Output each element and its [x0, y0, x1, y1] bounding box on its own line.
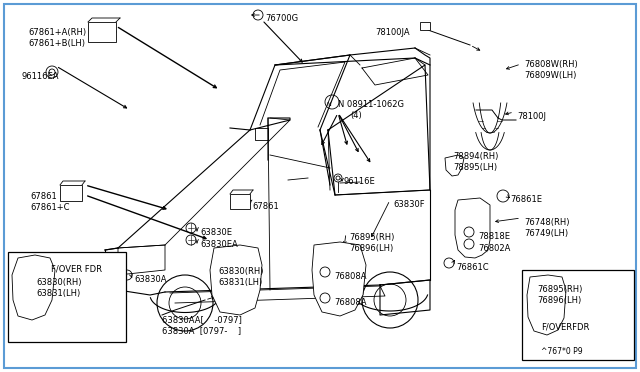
- Text: 78894(RH): 78894(RH): [453, 152, 499, 161]
- Text: 76749(LH): 76749(LH): [524, 229, 568, 238]
- Text: 67861+C: 67861+C: [30, 203, 70, 212]
- Text: 63830AA[    -0797]: 63830AA[ -0797]: [162, 315, 242, 324]
- Text: 63831(LH): 63831(LH): [36, 289, 80, 298]
- Text: 76895(RH): 76895(RH): [537, 285, 582, 294]
- Text: 76896(LH): 76896(LH): [349, 244, 393, 253]
- Text: 63830F: 63830F: [393, 200, 424, 209]
- Text: 63830(RH): 63830(RH): [36, 278, 81, 287]
- Text: 63831(LH): 63831(LH): [218, 278, 262, 287]
- Polygon shape: [455, 198, 490, 258]
- Polygon shape: [445, 155, 464, 176]
- Text: 76808A: 76808A: [334, 298, 367, 307]
- Text: 76861C: 76861C: [456, 263, 488, 272]
- Text: 63830E: 63830E: [200, 228, 232, 237]
- Text: 78100J: 78100J: [517, 112, 546, 121]
- Text: 63830A  [0797-    ]: 63830A [0797- ]: [162, 326, 241, 335]
- Text: F/OVERFDR: F/OVERFDR: [541, 322, 589, 331]
- Text: 76808A: 76808A: [334, 272, 367, 281]
- Text: 76895(RH): 76895(RH): [349, 233, 394, 242]
- Text: 76809W(LH): 76809W(LH): [524, 71, 577, 80]
- Bar: [88, 22, 116, 42]
- Text: 63830EA: 63830EA: [200, 240, 237, 249]
- Bar: [230, 194, 250, 209]
- Text: ^767*0 P9: ^767*0 P9: [541, 347, 582, 356]
- Text: 67861: 67861: [30, 192, 57, 201]
- Text: 96116EA: 96116EA: [22, 72, 60, 81]
- Text: 76802A: 76802A: [478, 244, 510, 253]
- Text: 76748(RH): 76748(RH): [524, 218, 570, 227]
- Text: 67861+A(RH): 67861+A(RH): [28, 28, 86, 37]
- Text: 96116E: 96116E: [344, 177, 376, 186]
- Text: 67861: 67861: [252, 202, 279, 211]
- Text: 76896(LH): 76896(LH): [537, 296, 581, 305]
- Text: N: N: [326, 102, 332, 106]
- Text: N 08911-1062G: N 08911-1062G: [338, 100, 404, 109]
- Text: (4): (4): [350, 111, 362, 120]
- Bar: [60, 185, 82, 201]
- Text: 76861E: 76861E: [510, 195, 542, 204]
- Text: 63830A: 63830A: [134, 275, 166, 284]
- Text: 78100JA: 78100JA: [375, 28, 410, 37]
- Polygon shape: [12, 255, 55, 320]
- Text: 78818E: 78818E: [478, 232, 510, 241]
- Text: F/OVER FDR: F/OVER FDR: [51, 265, 102, 274]
- Text: 63830(RH): 63830(RH): [218, 267, 264, 276]
- Polygon shape: [527, 275, 566, 335]
- Text: 78895(LH): 78895(LH): [453, 163, 497, 172]
- Polygon shape: [312, 242, 366, 316]
- Bar: [8, 252, 126, 342]
- Bar: [420, 22, 430, 30]
- Text: 76700G: 76700G: [265, 14, 298, 23]
- Text: 76808W(RH): 76808W(RH): [524, 60, 578, 69]
- Text: 67861+B(LH): 67861+B(LH): [28, 39, 85, 48]
- Polygon shape: [210, 245, 262, 315]
- Bar: [522, 270, 634, 360]
